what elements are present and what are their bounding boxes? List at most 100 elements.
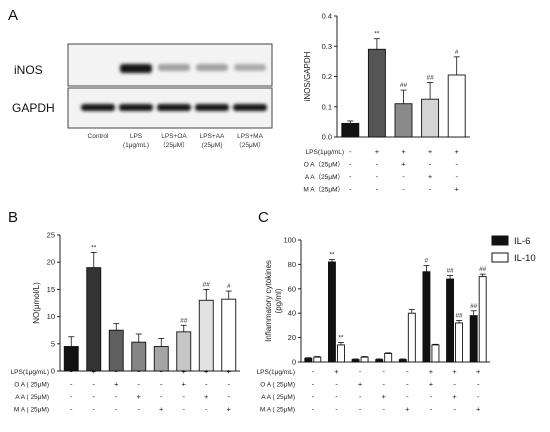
y-tick-label: 60 — [288, 284, 296, 293]
bar — [478, 276, 487, 363]
panel-letter-a: A — [8, 7, 18, 24]
bar — [431, 344, 440, 363]
bar — [407, 312, 416, 363]
bar — [198, 299, 214, 372]
legend-swatch-il10 — [491, 252, 509, 263]
treatment-mark: - — [205, 380, 208, 389]
blot-row-label-gapdh: GAPDH — [12, 101, 55, 115]
bar — [398, 359, 407, 363]
treatment-mark: - — [160, 392, 163, 401]
treatment-mark: + — [429, 367, 434, 376]
y-tick-label: 25 — [47, 231, 55, 240]
treatment-mark: - — [70, 405, 73, 414]
treatment-mark: - — [70, 380, 73, 389]
significance-label: # — [425, 258, 429, 265]
blot-lane-label: Control — [88, 133, 110, 140]
treatment-mark: - — [349, 160, 352, 169]
treatment-row-label: LPS(1μg/mL) — [11, 369, 49, 376]
treatment-mark: - — [382, 367, 385, 376]
legend-swatch-il6 — [491, 235, 509, 246]
significance-label: ## — [470, 303, 478, 310]
treatment-mark: - — [359, 367, 362, 376]
treatment-mark: - — [93, 380, 96, 389]
bar — [327, 261, 336, 363]
treatment-mark: - — [115, 367, 118, 376]
bar — [86, 267, 102, 372]
blot-band-gapdh — [119, 104, 153, 111]
treatment-mark: - — [160, 380, 163, 389]
treatment-mark: + — [428, 172, 433, 181]
treatment-mark: - — [406, 380, 409, 389]
treatment-mark: + — [405, 405, 410, 414]
bar — [421, 98, 440, 138]
bar — [351, 359, 360, 363]
treatment-mark: - — [477, 380, 480, 389]
blot-band-inos — [234, 64, 266, 71]
treatment-mark: - — [453, 380, 456, 389]
bar — [176, 331, 192, 372]
significance-label: # — [227, 283, 231, 290]
treatment-mark: - — [349, 185, 352, 194]
blot-lane-label: （25μM） — [159, 141, 188, 149]
treatment-row-label: LPS(1μg/mL) — [306, 149, 344, 156]
treatment-mark: - — [312, 367, 315, 376]
treatment-mark: - — [402, 172, 405, 181]
y-tick-label: 0.3 — [322, 42, 332, 51]
y-tick-label: 0 — [292, 358, 296, 367]
treatment-mark: - — [429, 160, 432, 169]
treatment-mark: + — [204, 367, 209, 376]
y-tick-label: 10 — [47, 312, 55, 321]
treatment-mark: - — [115, 392, 118, 401]
treatment-row-label: A A（25μM） — [305, 173, 344, 181]
treatment-mark: + — [381, 392, 386, 401]
blot-lane-label: (1μg/mL) — [123, 142, 149, 149]
treatment-mark: - — [349, 172, 352, 181]
treatment-mark: - — [205, 405, 208, 414]
bar — [422, 271, 431, 363]
treatment-row-label: O A ( 25μM) — [260, 382, 295, 389]
blot-lane-label: (25μM) — [202, 142, 223, 149]
blot-band-inos — [158, 64, 190, 72]
treatment-mark: + — [429, 380, 434, 389]
treatment-mark: - — [376, 172, 379, 181]
treatment-mark: - — [335, 405, 338, 414]
y-axis-title: Inflammatory cytokines — [264, 260, 273, 342]
bar — [341, 122, 360, 138]
treatment-mark: + — [334, 367, 339, 376]
treatment-mark: + — [227, 405, 232, 414]
treatment-row-label: A A ( 25μM) — [15, 394, 49, 401]
treatment-row-label: LPS(1μg/mL) — [257, 369, 295, 376]
western-blot: iNOS GAPDH Control LPS(1μg/mL)LPS+OA（25μM… — [12, 43, 273, 149]
treatment-row-label: A A ( 25μM) — [261, 394, 295, 401]
treatment-mark: + — [92, 367, 97, 376]
treatment-mark: - — [382, 380, 385, 389]
bar — [221, 298, 237, 372]
treatment-mark: - — [93, 392, 96, 401]
treatment-mark: + — [375, 147, 380, 156]
treatment-mark: + — [428, 147, 433, 156]
treatment-mark: - — [382, 405, 385, 414]
y-tick-label: 0.1 — [322, 102, 332, 111]
treatment-mark: - — [70, 367, 73, 376]
treatment-mark: - — [402, 185, 405, 194]
treatment-row-label: M A（25μM） — [303, 186, 344, 194]
treatment-mark: + — [452, 367, 457, 376]
treatment-mark: + — [452, 392, 457, 401]
significance-label: # — [455, 49, 459, 56]
treatment-mark: + — [114, 380, 119, 389]
y-tick-label: 15 — [47, 285, 55, 294]
blot-lane-label: LPS+AA — [200, 133, 225, 140]
significance-label: ** — [374, 31, 380, 38]
treatment-mark: - — [406, 392, 409, 401]
blot-lane-label: LPS — [130, 133, 143, 140]
legend-label-il6: IL-6 — [514, 236, 530, 247]
bar — [446, 278, 455, 363]
treatment-mark: - — [312, 405, 315, 414]
significance-label: ## — [180, 317, 188, 324]
significance-label: ## — [400, 82, 408, 89]
treatment-mark: - — [349, 147, 352, 156]
y-tick-label: 0.2 — [322, 72, 332, 81]
treatment-mark: - — [183, 392, 186, 401]
treatment-mark: - — [376, 185, 379, 194]
treatment-mark: + — [159, 405, 164, 414]
